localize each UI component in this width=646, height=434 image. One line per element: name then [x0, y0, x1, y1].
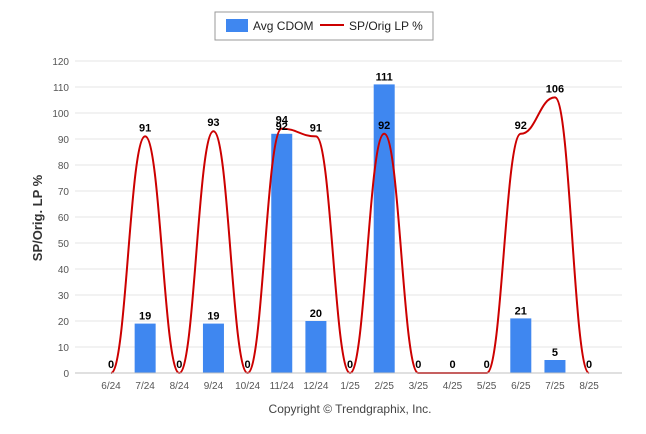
x-tick-label: 7/24 — [135, 381, 155, 392]
line-value-label: 93 — [207, 117, 219, 129]
x-tick-label: 9/24 — [204, 381, 224, 392]
line-value-label: 0 — [484, 359, 490, 371]
bar — [134, 323, 156, 373]
bars — [134, 84, 566, 374]
x-tick-label: 12/24 — [303, 381, 328, 392]
line-value-label: 0 — [415, 359, 421, 371]
y-tick-label: 40 — [58, 265, 70, 276]
legend-label-line: SP/Orig LP % — [349, 19, 423, 33]
bar — [271, 133, 293, 373]
x-tick-label: 6/24 — [101, 381, 121, 392]
y-tick-label: 50 — [58, 239, 70, 250]
bar-value-label: 111 — [376, 71, 393, 83]
line-value-label: 0 — [108, 359, 114, 371]
legend-swatch-bar — [226, 19, 248, 32]
line-value-label: 0 — [347, 359, 353, 371]
line-value-label: 91 — [310, 122, 322, 134]
x-tick-label: 10/24 — [235, 381, 260, 392]
bar-value-label: 19 — [139, 311, 151, 323]
line-value-label: 91 — [139, 122, 151, 134]
bar — [202, 323, 224, 373]
bar-value-label: 20 — [310, 308, 322, 320]
x-tick-label: 8/24 — [170, 381, 190, 392]
x-tick-label: 5/25 — [477, 381, 497, 392]
copyright: Copyright © Trendgraphix, Inc. — [269, 402, 432, 416]
y-tick-labels: 0 10 20 30 40 50 60 70 80 90 100 110 120 — [52, 57, 69, 380]
y-tick-label: 100 — [52, 109, 69, 120]
bar-value-label: 19 — [207, 311, 219, 323]
y-axis-title: SP/Orig. LP % — [30, 174, 45, 261]
grid-lines — [75, 60, 622, 348]
line-value-label: 94 — [276, 115, 289, 127]
bar — [510, 318, 532, 373]
line-value-label: 0 — [176, 359, 182, 371]
x-tick-label: 11/24 — [270, 381, 295, 392]
x-tick-label: 3/25 — [409, 381, 429, 392]
line-value-label: 92 — [378, 120, 390, 132]
legend: Avg CDOM SP/Orig LP % — [214, 11, 434, 41]
bar — [373, 84, 395, 374]
y-tick-label: 0 — [63, 369, 69, 380]
y-tick-label: 90 — [58, 135, 70, 146]
y-tick-label: 30 — [58, 291, 70, 302]
line-value-label: 92 — [515, 120, 527, 132]
y-tick-label: 10 — [58, 343, 70, 354]
y-tick-label: 80 — [58, 161, 70, 172]
x-tick-label: 6/25 — [511, 381, 531, 392]
y-tick-label: 20 — [58, 317, 70, 328]
x-tick-label: 8/25 — [579, 381, 599, 392]
y-tick-label: 120 — [52, 57, 69, 68]
legend-label-bar: Avg CDOM — [253, 19, 313, 33]
bar-value-label: 92 — [276, 121, 288, 133]
y-tick-label: 60 — [58, 213, 70, 224]
bar — [544, 360, 566, 373]
x-tick-label: 2/25 — [374, 381, 394, 392]
data-labels: 0 91 0 93 0 94 91 0 92 0 0 0 92 106 0 19 19 92 20 111 21 5 — [108, 71, 592, 371]
bar-value-label: 5 — [552, 347, 558, 359]
line-value-label: 106 — [546, 83, 564, 95]
line-value-label: 0 — [449, 359, 455, 371]
bar — [305, 321, 327, 373]
bar-value-label: 21 — [515, 305, 527, 317]
line-value-label: 0 — [586, 359, 592, 371]
x-tick-label: 7/25 — [545, 381, 565, 392]
x-tick-labels: 6/24 7/24 8/24 9/24 10/24 11/24 12/24 1/25 2/25 3… — [101, 381, 599, 392]
y-tick-label: 70 — [58, 187, 70, 198]
y-tick-label: 110 — [53, 83, 69, 94]
x-tick-label: 4/25 — [443, 381, 463, 392]
x-tick-label: 1/25 — [340, 381, 360, 392]
line-value-label: 0 — [245, 359, 251, 371]
